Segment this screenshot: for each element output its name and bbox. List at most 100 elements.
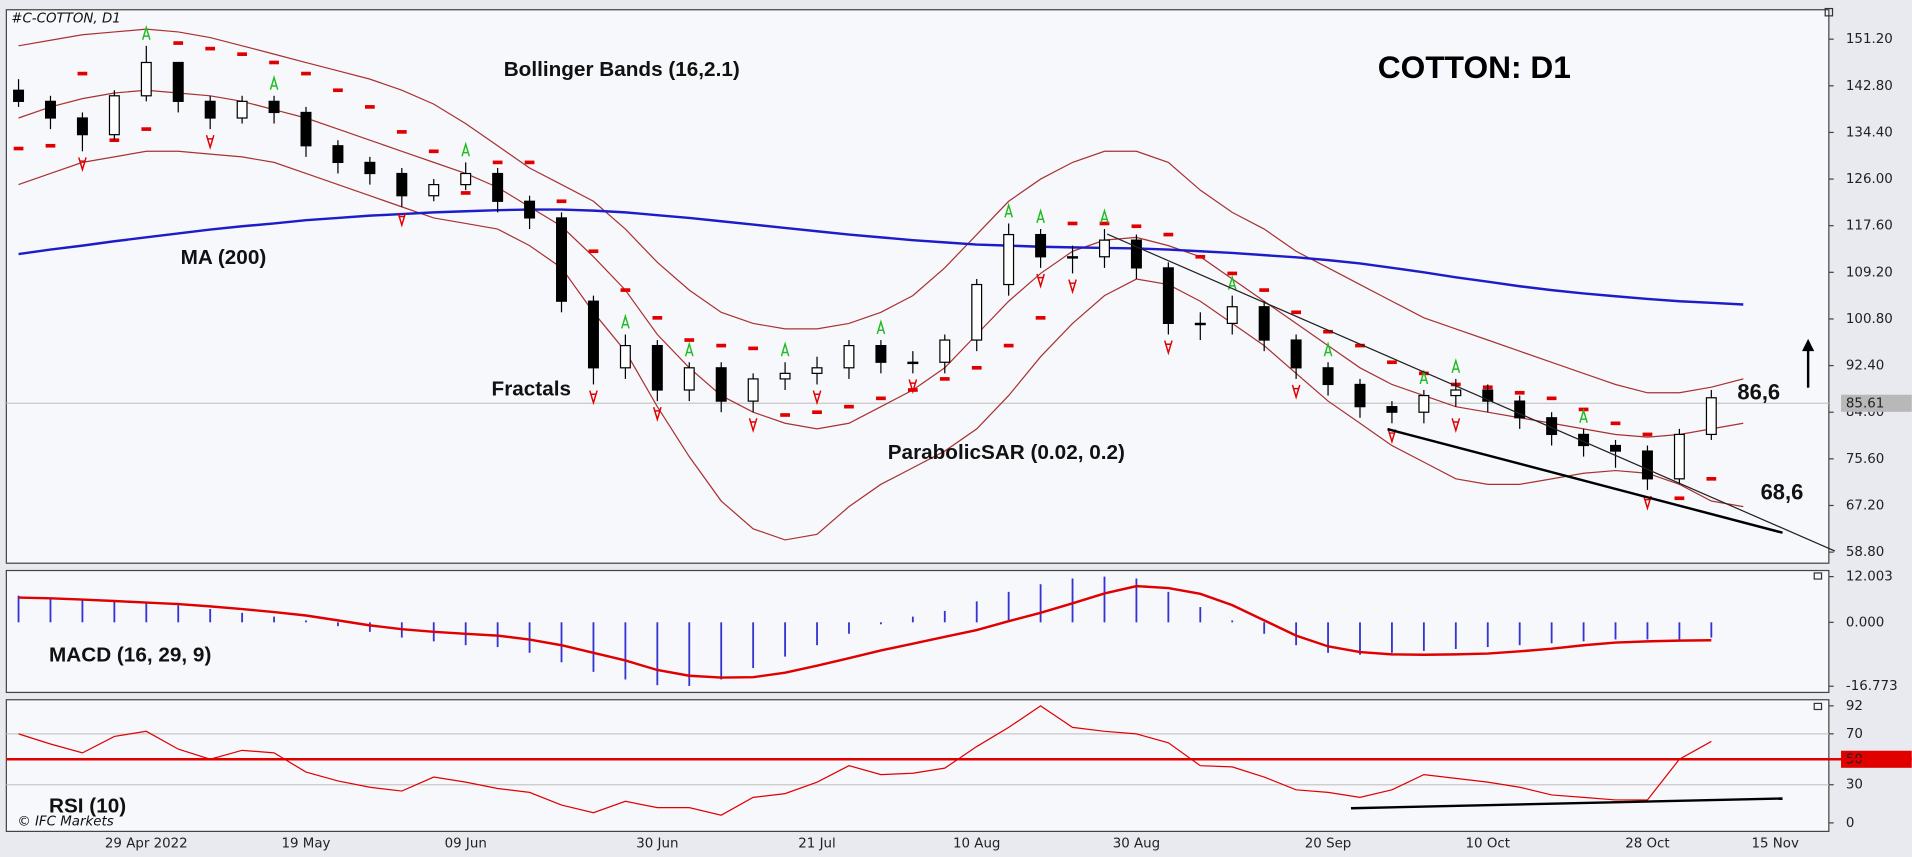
fractal-down [1387, 429, 1397, 445]
candle-body [715, 367, 727, 402]
x-tick-label: 15 Nov [1751, 837, 1799, 852]
fractal-down [1164, 340, 1173, 356]
candle-body [236, 100, 248, 119]
x-tick-label: 30 Aug [1113, 837, 1160, 852]
candle-body [172, 61, 184, 102]
fractals-label: Fractals [492, 378, 571, 401]
candle-body [939, 339, 951, 363]
y-tick-label: 92.40 [1846, 359, 1884, 374]
x-tick-label: 28 Oct [1625, 837, 1669, 852]
fractal-up [1004, 202, 1014, 218]
candle-body [76, 117, 88, 136]
fractal-down [1036, 273, 1045, 289]
y-tick-label: 70 [1846, 727, 1863, 742]
candle-body [268, 100, 280, 114]
y-tick-label: -16.773 [1846, 679, 1898, 694]
window-icon[interactable] [1813, 572, 1823, 580]
panels: 151.20 142.80 134.40 126.00 117.60 109.20 100.… [5, 9, 1912, 833]
fractal-up [621, 313, 630, 329]
candle-body [524, 200, 536, 219]
fractal-down [748, 418, 758, 434]
bollinger-upper [18, 28, 1744, 394]
trend-line [1350, 797, 1783, 810]
window-icon[interactable] [1813, 702, 1823, 711]
candle-body [683, 367, 695, 391]
candle-body [1226, 306, 1238, 325]
candle-body [1641, 450, 1653, 480]
candle-body [44, 100, 56, 119]
candle-body [108, 95, 120, 136]
candle-body [460, 172, 472, 186]
fractal-up [1323, 341, 1333, 357]
trend-drawings [1106, 7, 1836, 810]
panel [5, 9, 1830, 564]
fractal-down [589, 390, 598, 406]
rsi-label: RSI (10) [49, 794, 126, 817]
candle-body [779, 372, 791, 380]
arrow-head [1802, 338, 1815, 352]
bollinger-label: Bollinger Bands (16,2.1) [504, 58, 740, 81]
candle-body [1130, 239, 1142, 269]
window-icon[interactable] [1824, 7, 1834, 17]
ma-line [18, 208, 1744, 306]
fractal-down [1643, 495, 1652, 511]
fractal-up [876, 319, 886, 335]
candle-body [492, 172, 504, 202]
y-tick-label: 151.20 [1846, 32, 1893, 47]
candle-body [971, 283, 983, 341]
candle-body [1067, 256, 1079, 259]
y-tick-label: 30 [1846, 778, 1863, 793]
x-tick-label: 29 Apr 2022 [105, 837, 188, 852]
last-price-box [1841, 394, 1912, 412]
fractal-down [652, 406, 662, 422]
fractal-up [1036, 208, 1045, 224]
fractal-up [1227, 274, 1237, 290]
candle-body [13, 89, 25, 102]
labels: #C-COTTON, D1 COTTON: D1 Bollinger Bands… [11, 11, 1803, 829]
fractal-down [1451, 418, 1461, 434]
x-tick-label: 20 Sep [1305, 837, 1352, 852]
y-tick-label: 100.80 [1846, 312, 1893, 327]
fractal-down [1291, 384, 1301, 400]
x-tick-label: 09 Jun [445, 837, 487, 852]
fractal-up [1100, 208, 1109, 224]
y-tick-label: 142.80 [1846, 79, 1893, 94]
plot-layer: 29 Apr 2022 19 May 09 Jun 30 Jun 21 Jul 10 Au… [6, 25, 1912, 852]
y-tick-label: 117.60 [1846, 219, 1893, 234]
fractal-up [684, 341, 694, 357]
fractal-up [1451, 358, 1461, 374]
y-tick-label: 12.003 [1846, 570, 1893, 585]
x-tick-label: 10 Oct [1466, 837, 1510, 852]
candle-body [1035, 233, 1047, 258]
candle-body [651, 344, 663, 391]
fractal-up [141, 25, 151, 40]
x-tick-label: 30 Jun [636, 837, 678, 852]
candle-body [1386, 406, 1398, 413]
candle-body [364, 161, 376, 175]
ma-label: MA (200) [181, 246, 267, 269]
y-tick-label: 0.000 [1846, 615, 1884, 630]
candle-body [140, 61, 152, 97]
candle-body [1482, 389, 1494, 402]
annotation: 86,6 [1737, 380, 1780, 405]
sar-label: ParabolicSAR (0.02, 0.2) [888, 441, 1125, 464]
x-tick-label: 19 May [282, 837, 331, 852]
x-tick-label: 10 Aug [953, 837, 1000, 852]
x-tick-label: 21 Jul [798, 837, 835, 852]
fractal-up [780, 341, 790, 357]
fractal-down [397, 212, 407, 228]
panel [5, 569, 1830, 694]
candle-body [1258, 306, 1270, 341]
candle-body [204, 100, 216, 119]
candle-body [875, 344, 887, 363]
fractal-down [812, 390, 822, 406]
panel [5, 699, 1830, 833]
candle-body [1673, 433, 1685, 480]
symbol: #C-COTTON, D1 [11, 11, 121, 26]
rsi-line [18, 705, 1712, 816]
fractal-up [461, 141, 471, 157]
fractal-down [908, 379, 918, 395]
candle-body [1290, 339, 1302, 369]
